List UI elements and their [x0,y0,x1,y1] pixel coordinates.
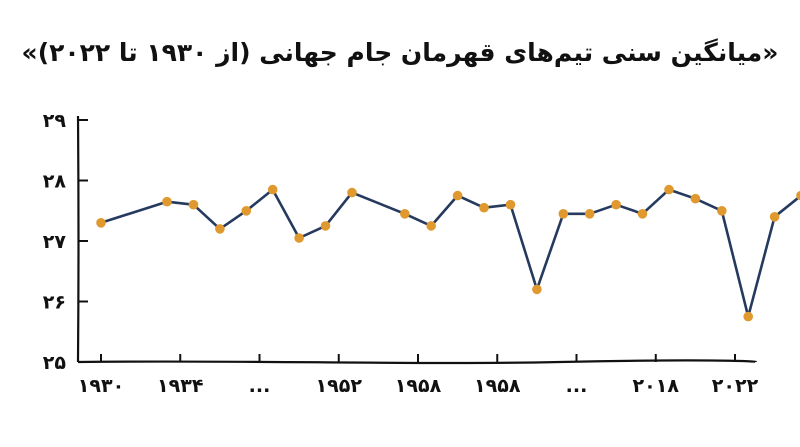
x-tick-label: ۱۹۳۰ [78,375,124,397]
x-tick-label: ... [249,375,271,397]
y-tick-label: ۲۹ [43,110,67,132]
data-point [96,218,106,228]
data-point [558,209,569,219]
data-point [479,202,489,213]
data-point [452,190,463,201]
data-point [215,224,225,234]
x-axis-ticks: ۱۹۳۰ ۱۹۳۴... ۱۹۵۲ ۱۹۵۸ ۱۹۵۸... ۲۰۱۸ ۲۰۲۲ [78,354,759,397]
axes [76,115,758,365]
y-tick-label: ۲۵ [43,352,67,374]
x-tick-label: ۲۰۲۲ [712,375,759,397]
x-axis-line [77,359,758,365]
data-point [294,233,304,243]
data-point [320,221,331,231]
data-point [584,209,595,219]
x-tick-label: ۱۹۵۸ [474,375,521,397]
data-point [637,209,648,219]
y-axis-line [76,115,80,363]
data-point [241,206,252,216]
data-point [717,206,727,216]
data-point [532,284,542,295]
data-point [769,212,780,222]
chart-title: «میانگین سنی تیم‌های قهرمان جام جهانی (ا… [21,38,779,67]
y-axis-ticks: ۲۹ ۲۸ ۲۷ ۲۶ ۲۵ [43,110,88,374]
x-tick-label: ... [566,375,588,397]
y-tick-label: ۲۶ [43,292,66,314]
data-point [743,311,753,322]
y-tick-label: ۲۸ [43,171,67,193]
series-path [100,188,800,318]
data-point [664,184,674,195]
x-tick-label: ۱۹۵۲ [316,375,363,397]
data-point [347,187,357,198]
x-tick-label: ۲۰۱۸ [633,375,680,397]
series-line [100,188,800,318]
data-points [96,184,800,322]
data-point [690,193,701,204]
data-point [505,199,516,210]
y-tick-label: ۲۷ [43,231,67,253]
data-point [611,199,621,210]
x-tick-label: ۱۹۳۴ [157,375,203,397]
data-point [162,196,172,207]
data-point [267,184,278,195]
data-point [796,190,800,201]
data-point [188,199,199,210]
x-tick-label: ۱۹۵۸ [395,375,442,397]
data-point [426,221,437,231]
data-point [400,209,410,219]
